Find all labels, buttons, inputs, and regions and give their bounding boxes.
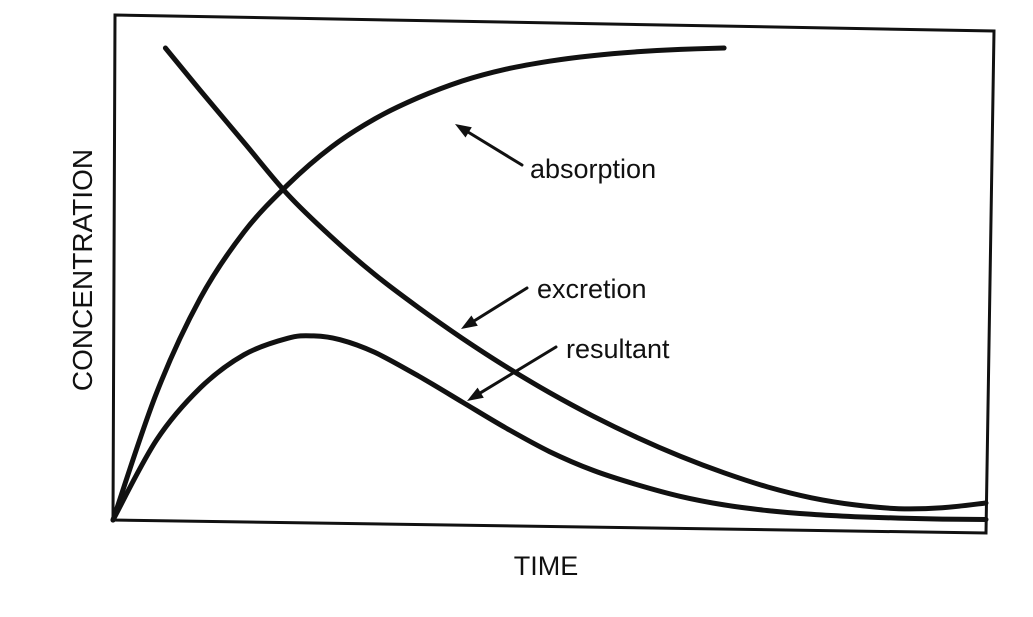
annotation-arrowhead-absorption [455,124,472,138]
annotation-arrowhead-resultant [467,387,484,401]
series-line-absorption [110,45,727,523]
annotations-layer: absorption excretion resultant [455,124,670,401]
annotation-arrow-resultant [479,345,558,395]
annotation-label-excretion: excretion [537,274,647,304]
series-line-resultant [110,333,989,523]
y-axis-label: CONCENTRATION [67,149,98,391]
plot-frame [111,13,996,535]
annotation-label-resultant: resultant [566,334,670,364]
series-line-excretion [162,45,989,512]
annotation-arrow-absorption [467,130,524,167]
annotation-arrowhead-excretion [461,315,478,329]
curves-layer [110,45,989,523]
annotation-label-absorption: absorption [530,154,656,184]
annotation-arrow-excretion [473,286,529,323]
x-axis-label: TIME [514,551,579,581]
